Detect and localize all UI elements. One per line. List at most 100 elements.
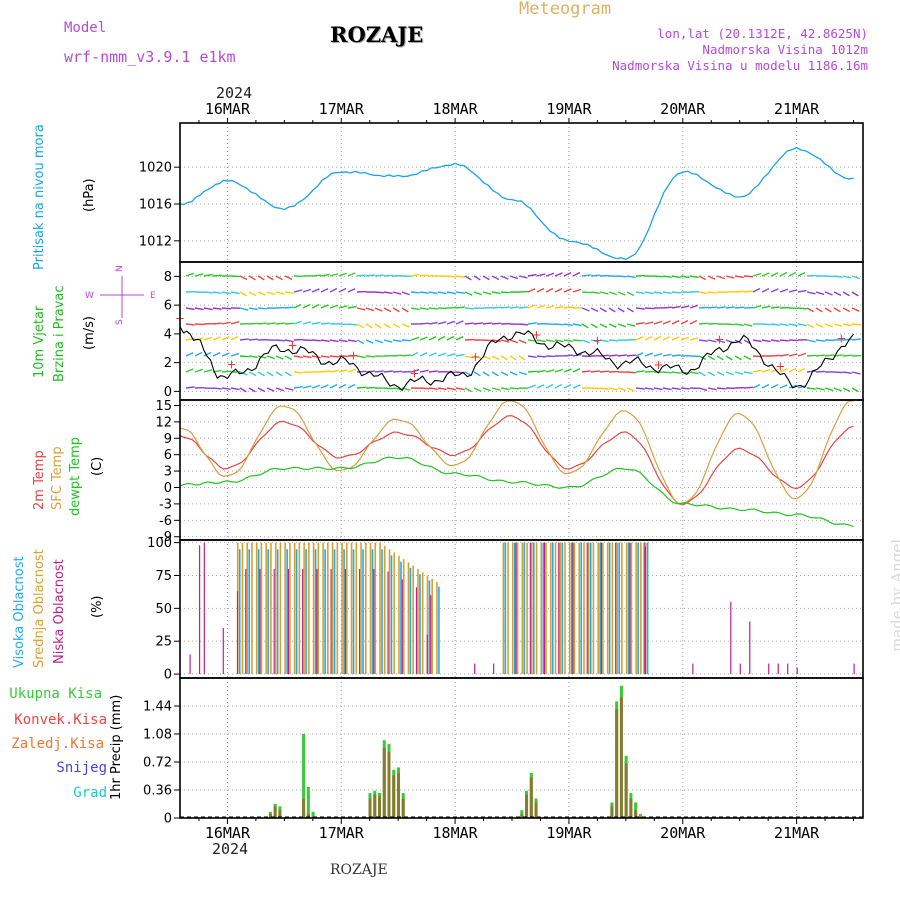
wind-arrow-366 <box>590 370 600 373</box>
wind-arrow-124 <box>320 339 330 342</box>
wind-arrow-220 <box>428 336 437 341</box>
wind-arrow-569 <box>824 291 833 296</box>
wind-arrow-402 <box>635 307 645 310</box>
wind-arrow-477 <box>716 355 724 361</box>
wind-arrow-36 <box>221 336 230 341</box>
wind-arrow-389 <box>617 354 627 357</box>
wind-arrow-328 <box>554 272 563 277</box>
cloud-bar-60 <box>390 555 393 675</box>
wind-frame <box>179 261 864 401</box>
wind-arrow-130 <box>329 304 339 309</box>
wind-arrow-523 <box>770 323 780 326</box>
wind-arrow-71 <box>257 387 266 393</box>
cloud-bar-74 <box>428 580 431 675</box>
wind-arrow-41 <box>230 291 240 295</box>
wind-arrow-81 <box>275 291 285 295</box>
wind-arrow-499 <box>743 323 753 327</box>
top-day-label-0: 16MAR <box>205 100 251 118</box>
cloud-bar-19 <box>286 549 288 675</box>
cloud-bar-48 <box>360 542 362 675</box>
cloud-bar-13 <box>270 542 272 675</box>
wind-ytick-label-1: 2 <box>164 356 172 371</box>
wind-arrow-490 <box>734 306 744 309</box>
wind-arrow-20 <box>203 336 213 341</box>
wind-arrow-126 <box>320 370 330 373</box>
wind-arrow-419 <box>653 320 663 325</box>
cloud-bar-55 <box>379 542 381 675</box>
wind-arrow-179 <box>383 323 391 329</box>
wind-arrow-205 <box>410 351 419 357</box>
wind-arrow-424 <box>662 275 672 278</box>
wind-arrow-269 <box>482 355 491 360</box>
wind-arrow-397 <box>626 354 636 357</box>
wind-arrow-26 <box>212 307 222 310</box>
wind-arrow-544 <box>797 272 806 277</box>
wind-arrow-34 <box>221 307 231 310</box>
wind-arrow-187 <box>392 323 401 329</box>
wind-arrow-170 <box>374 307 383 312</box>
wind-arrow-348 <box>572 339 582 342</box>
wind-arrow-545 <box>797 289 807 293</box>
wind-arrow-113 <box>311 288 320 293</box>
wind-arrow-430 <box>662 371 672 374</box>
wind-arrow-534 <box>779 368 788 373</box>
wind-arrow-428 <box>662 336 671 341</box>
wind-arrow-456 <box>698 275 707 281</box>
precip-conv-bar-15 <box>525 794 529 818</box>
wind-arrow-568 <box>824 275 834 278</box>
wind-arrow-322 <box>545 305 555 309</box>
wind-arrow-440 <box>680 275 690 279</box>
elevation-text: Nadmorska Visina 1012m <box>702 42 868 57</box>
cloud-bar-21 <box>289 542 291 675</box>
cloud-bar-43 <box>346 542 348 675</box>
legend-snow: Snijeg <box>56 760 107 776</box>
wind-arrow-511 <box>752 383 761 389</box>
legend-graupel: Grad <box>73 785 107 801</box>
wind-arrow-61 <box>248 355 258 359</box>
wind-arrow-86 <box>275 371 283 377</box>
precip-conv-bar-19 <box>615 709 619 818</box>
cloud-bar-72 <box>421 572 424 675</box>
wind-arrow-92 <box>284 339 294 343</box>
wind-arrow-341 <box>563 354 573 357</box>
wind-arrow-591 <box>842 387 851 393</box>
wind-arrow-169 <box>374 291 384 294</box>
wind-arrow-285 <box>500 355 508 361</box>
cloud-bar-125 <box>621 542 623 675</box>
wind-arrow-107 <box>302 321 312 325</box>
wind-ytick-label-4: 8 <box>164 270 172 285</box>
wind-arrow-106 <box>302 303 311 309</box>
cloud-bar-153 <box>853 663 855 675</box>
temp-sfc-line <box>179 400 854 505</box>
wind-arrow-98 <box>293 303 302 309</box>
wind-arrow-93 <box>284 355 293 361</box>
wind-arrow-385 <box>617 291 626 296</box>
wind-arrow-496 <box>743 275 753 278</box>
wind-arrow-342 <box>563 368 572 373</box>
bottom-day-label-5: 21MAR <box>774 824 820 842</box>
compass-w: W <box>85 291 94 301</box>
wind-arrow-69 <box>257 355 267 359</box>
wind-arrow-439 <box>671 387 681 391</box>
wind-arrow-275 <box>491 322 501 325</box>
year-bottom: 2024 <box>212 840 249 858</box>
cloud-bar-141 <box>426 634 428 675</box>
wind-arrow-407 <box>635 387 645 390</box>
wind-arrow-504 <box>752 272 762 277</box>
wind-arrow-177 <box>383 291 393 295</box>
top-day-label-2: 18MAR <box>433 100 479 118</box>
wind-arrow-101 <box>293 355 303 359</box>
wind-gust-mark-60: + <box>409 367 419 381</box>
wind-arrow-193 <box>401 291 410 296</box>
wind-arrow-595 <box>851 323 861 326</box>
wind-arrow-423 <box>653 387 663 391</box>
wind-arrow-14 <box>194 368 204 373</box>
wind-arrow-47 <box>230 387 240 391</box>
wind-arrow-166 <box>365 370 375 373</box>
cloud-bar-30 <box>314 549 317 675</box>
wind-arrow-136 <box>338 272 347 277</box>
wind-arrow-117 <box>311 355 321 359</box>
wind-arrow-112 <box>311 274 321 277</box>
wind-arrow-582 <box>833 371 843 374</box>
